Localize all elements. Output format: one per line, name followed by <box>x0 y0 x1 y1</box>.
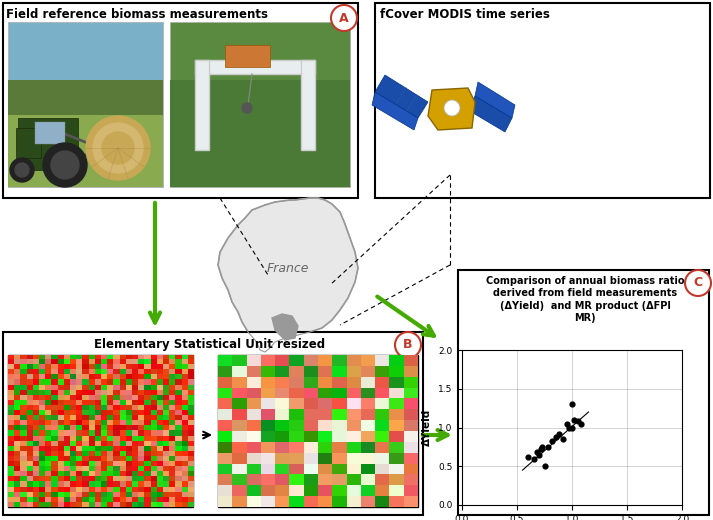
FancyBboxPatch shape <box>301 60 315 150</box>
Text: Comparison of annual biomass ratio
derived from field measurements
(ΔYield)  and: Comparison of annual biomass ratio deriv… <box>486 276 684 323</box>
Text: Elementary Statistical Unit resized: Elementary Statistical Unit resized <box>94 338 326 351</box>
Polygon shape <box>375 75 428 118</box>
Point <box>535 445 547 453</box>
Point <box>572 417 583 425</box>
FancyBboxPatch shape <box>8 22 163 187</box>
FancyBboxPatch shape <box>3 332 423 515</box>
Point <box>537 443 548 451</box>
Text: Field reference biomass measurements: Field reference biomass measurements <box>6 8 268 21</box>
Text: France: France <box>267 262 309 275</box>
Point <box>542 443 553 451</box>
Point <box>546 437 558 446</box>
FancyBboxPatch shape <box>195 60 209 150</box>
Point <box>523 453 534 461</box>
FancyBboxPatch shape <box>170 80 350 187</box>
Point <box>563 423 575 432</box>
Polygon shape <box>218 198 358 352</box>
Circle shape <box>395 332 421 358</box>
Point <box>553 430 565 438</box>
Polygon shape <box>362 342 374 368</box>
Circle shape <box>10 158 34 182</box>
Circle shape <box>86 116 150 180</box>
FancyBboxPatch shape <box>18 118 78 170</box>
Text: 0   1 000 m: 0 1 000 m <box>226 500 262 505</box>
Polygon shape <box>372 92 418 130</box>
Polygon shape <box>272 314 298 340</box>
FancyBboxPatch shape <box>170 22 350 187</box>
Circle shape <box>444 100 460 116</box>
Text: fCover MODIS time series: fCover MODIS time series <box>380 8 550 21</box>
Polygon shape <box>475 82 515 118</box>
Circle shape <box>51 151 79 179</box>
FancyBboxPatch shape <box>16 128 41 158</box>
Point <box>568 415 580 424</box>
Polygon shape <box>428 88 475 130</box>
Circle shape <box>331 5 357 31</box>
Point <box>550 433 561 441</box>
FancyBboxPatch shape <box>458 270 709 515</box>
Point <box>531 448 543 457</box>
Point <box>539 462 550 471</box>
Circle shape <box>15 163 29 177</box>
Point <box>561 420 573 428</box>
FancyBboxPatch shape <box>375 3 710 198</box>
Polygon shape <box>468 96 512 132</box>
Point <box>575 420 587 428</box>
Circle shape <box>685 270 711 296</box>
FancyBboxPatch shape <box>3 3 358 198</box>
Text: C: C <box>694 277 702 290</box>
Y-axis label: ΔYield: ΔYield <box>422 409 432 446</box>
Point <box>533 450 545 459</box>
Circle shape <box>93 123 143 173</box>
FancyBboxPatch shape <box>195 60 315 74</box>
Point <box>528 454 539 463</box>
FancyBboxPatch shape <box>225 45 270 67</box>
Point <box>566 400 578 408</box>
Text: B: B <box>404 339 413 352</box>
Point <box>566 423 578 432</box>
FancyBboxPatch shape <box>35 122 65 144</box>
Point <box>558 435 569 443</box>
FancyBboxPatch shape <box>8 80 163 120</box>
Text: A: A <box>339 11 349 24</box>
Text: 0   1 500 m: 0 1 500 m <box>16 500 51 505</box>
Circle shape <box>242 103 252 113</box>
FancyBboxPatch shape <box>8 115 163 187</box>
Circle shape <box>43 143 87 187</box>
Circle shape <box>102 132 134 164</box>
